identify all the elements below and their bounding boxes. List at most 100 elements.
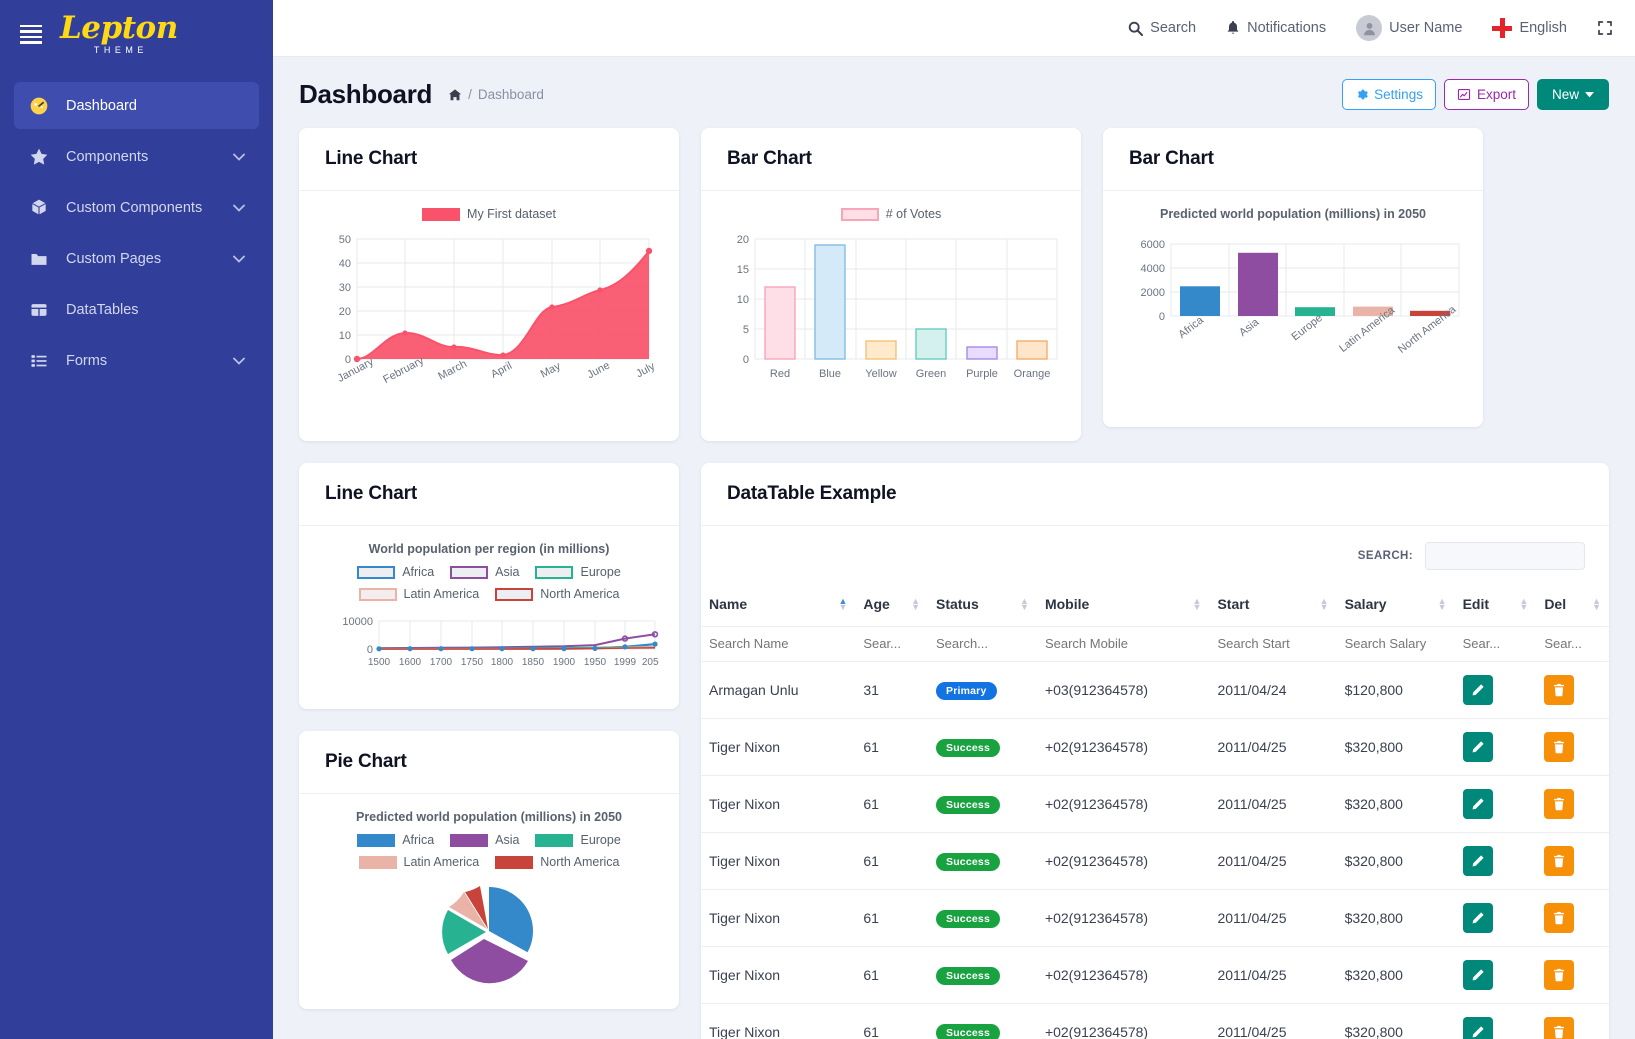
table-row[interactable]: Tiger Nixon 61 Success +02(912364578) 2011/0… (701, 889, 1609, 947)
filter-input-age[interactable] (863, 636, 920, 651)
table-row[interactable]: Tiger Nixon 61 Success +02(912364578) 2011/0… (701, 1003, 1609, 1039)
filter-cell-name[interactable] (701, 626, 856, 662)
edit-row-button[interactable] (1462, 675, 1493, 705)
sort-icon[interactable]: ▲ ▼ (911, 596, 920, 612)
filter-input-start[interactable] (1217, 636, 1329, 651)
legend-label: # of Votes (885, 207, 942, 221)
chart-legend: Africa Asia Europe Latin America North A… (319, 833, 659, 869)
filter-input-mobile[interactable] (1044, 636, 1202, 651)
table-row[interactable]: Tiger Nixon 61 Success +02(912364578) 2011/0… (701, 718, 1609, 776)
svg-text:Blue: Blue (819, 368, 841, 380)
table-row[interactable]: Armagan Unlu 31 Primary +03(912364578) 2011/… (701, 661, 1609, 719)
legend-item[interactable]: # of Votes (840, 207, 942, 221)
sort-icon[interactable]: ▲ ▼ (1437, 596, 1447, 612)
cell-name: Tiger Nixon (701, 775, 856, 833)
table-row[interactable]: Tiger Nixon 61 Success +02(912364578) 2011/0… (701, 832, 1609, 890)
legend-item[interactable]: My First dataset (422, 207, 556, 221)
sidebar-item-components[interactable]: Components (14, 133, 259, 180)
filter-input-name[interactable] (709, 636, 848, 651)
edit-row-button[interactable] (1462, 846, 1493, 876)
col-header-del[interactable]: Del ▲ ▼ (1536, 584, 1609, 627)
legend-item[interactable]: Africa (357, 833, 434, 847)
delete-row-button[interactable] (1544, 903, 1575, 933)
breadcrumb-separator: / (468, 87, 472, 102)
sidebar-item-dashboard[interactable]: Dashboard (14, 82, 259, 129)
sort-icon[interactable]: ▲ ▼ (1592, 596, 1601, 612)
cell-name: Tiger Nixon (701, 889, 856, 947)
filter-cell-edit[interactable] (1454, 626, 1537, 662)
search-button[interactable]: Search (1128, 20, 1196, 36)
new-dropdown-button[interactable]: New (1536, 79, 1609, 110)
col-header-age[interactable]: Age ▲ ▼ (855, 584, 928, 627)
legend-item[interactable]: Asia (450, 833, 519, 847)
sort-icon[interactable]: ▲ ▼ (838, 596, 848, 612)
edit-row-button[interactable] (1462, 1017, 1493, 1039)
filter-input-salary[interactable] (1344, 636, 1447, 651)
sidebar-item-custom-pages[interactable]: Custom Pages (14, 235, 259, 282)
delete-row-button[interactable] (1544, 846, 1575, 876)
filter-cell-del[interactable] (1536, 626, 1609, 662)
legend-swatch (358, 587, 397, 601)
page-header: Dashboard / Dashboard Settings (299, 79, 1609, 110)
legend-item[interactable]: Europe (535, 833, 621, 847)
sort-icon[interactable]: ▲ ▼ (1519, 596, 1529, 612)
col-header-name[interactable]: Name ▲ ▼ (701, 584, 856, 627)
col-header-mobile[interactable]: Mobile ▲ ▼ (1036, 584, 1210, 627)
sort-icon[interactable]: ▲ ▼ (1020, 596, 1029, 612)
card-body: # of Votes (701, 191, 1081, 441)
filter-cell-start[interactable] (1209, 626, 1337, 662)
brand-logo[interactable]: Lepton THEME (60, 13, 178, 55)
filter-input-del[interactable] (1544, 636, 1601, 651)
sort-icon[interactable]: ▲ ▼ (1319, 596, 1329, 612)
legend-label: My First dataset (467, 207, 556, 221)
svg-text:Orange: Orange (1014, 368, 1051, 380)
filter-cell-mobile[interactable] (1036, 626, 1210, 662)
cell-name: Armagan Unlu (701, 661, 856, 719)
fullscreen-button[interactable] (1597, 20, 1613, 36)
sort-icon[interactable]: ▲ ▼ (1192, 596, 1202, 612)
user-menu[interactable]: User Name (1356, 15, 1462, 41)
settings-button[interactable]: Settings (1342, 79, 1436, 110)
table-row[interactable]: Tiger Nixon 61 Success +02(912364578) 2011/0… (701, 775, 1609, 833)
menu-toggle-icon[interactable] (20, 24, 42, 44)
home-icon[interactable] (448, 88, 462, 102)
legend-item[interactable]: Asia (450, 565, 519, 579)
delete-row-button[interactable] (1544, 1017, 1575, 1039)
sidebar-item-label: Custom Pages (66, 250, 162, 267)
sidebar-item-forms[interactable]: Forms (14, 337, 259, 384)
legend-item[interactable]: Europe (535, 565, 621, 579)
datatable-search-input[interactable] (1425, 542, 1585, 570)
svg-text:0: 0 (367, 644, 373, 656)
card-body: World population per region (in millions… (299, 526, 679, 709)
legend-item[interactable]: Latin America (358, 855, 479, 869)
filter-cell-age[interactable] (855, 626, 928, 662)
col-header-start[interactable]: Start ▲ ▼ (1209, 584, 1337, 627)
list-icon (28, 351, 50, 371)
delete-row-button[interactable] (1544, 675, 1575, 705)
edit-row-button[interactable] (1462, 732, 1493, 762)
delete-row-button[interactable] (1544, 789, 1575, 819)
filter-input-status[interactable] (935, 636, 1029, 651)
delete-row-button[interactable] (1544, 732, 1575, 762)
legend-item[interactable]: North America (495, 587, 619, 601)
edit-row-button[interactable] (1462, 789, 1493, 819)
col-header-salary[interactable]: Salary ▲ ▼ (1336, 584, 1455, 627)
table-row[interactable]: Tiger Nixon 61 Success +02(912364578) 2011/0… (701, 946, 1609, 1004)
edit-row-button[interactable] (1462, 903, 1493, 933)
filter-cell-status[interactable] (927, 626, 1037, 662)
export-button[interactable]: Export (1443, 79, 1529, 110)
search-icon (1128, 21, 1144, 36)
language-selector[interactable]: English (1492, 18, 1567, 38)
col-header-status[interactable]: Status ▲ ▼ (927, 584, 1037, 627)
delete-row-button[interactable] (1544, 960, 1575, 990)
filter-cell-salary[interactable] (1336, 626, 1455, 662)
legend-item[interactable]: Africa (357, 565, 434, 579)
notifications-button[interactable]: Notifications (1226, 20, 1326, 36)
sidebar-item-custom-components[interactable]: Custom Components (14, 184, 259, 231)
sidebar-item-datatables[interactable]: DataTables (14, 286, 259, 333)
legend-item[interactable]: North America (495, 855, 619, 869)
edit-row-button[interactable] (1462, 960, 1493, 990)
legend-item[interactable]: Latin America (358, 587, 479, 601)
col-header-edit[interactable]: Edit ▲ ▼ (1454, 584, 1537, 627)
filter-input-edit[interactable] (1462, 636, 1529, 651)
